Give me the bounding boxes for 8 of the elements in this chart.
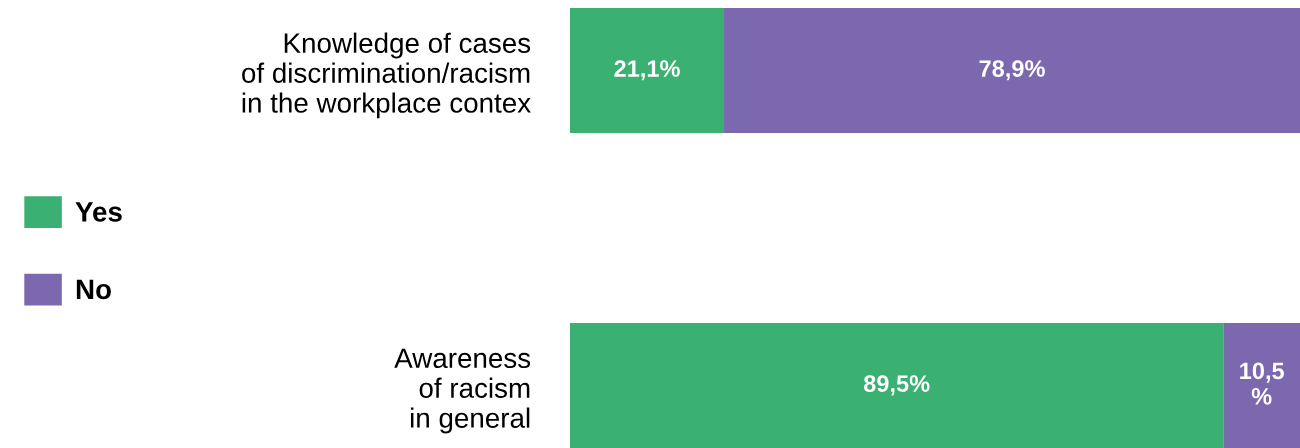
- y-tick-label: Awareness of racism in general: [394, 348, 531, 434]
- legend-label: No: [76, 279, 111, 300]
- data-label: 10,5%: [1240, 362, 1284, 405]
- data-label: 89,5%: [863, 375, 930, 396]
- y-tick-label: Knowledge of cases of discrimination/racism in the workplace contex: [242, 32, 531, 119]
- legend-label: Yes: [75, 202, 122, 222]
- data-label: 21,1%: [614, 60, 680, 81]
- data-label: 78,9%: [979, 60, 1045, 81]
